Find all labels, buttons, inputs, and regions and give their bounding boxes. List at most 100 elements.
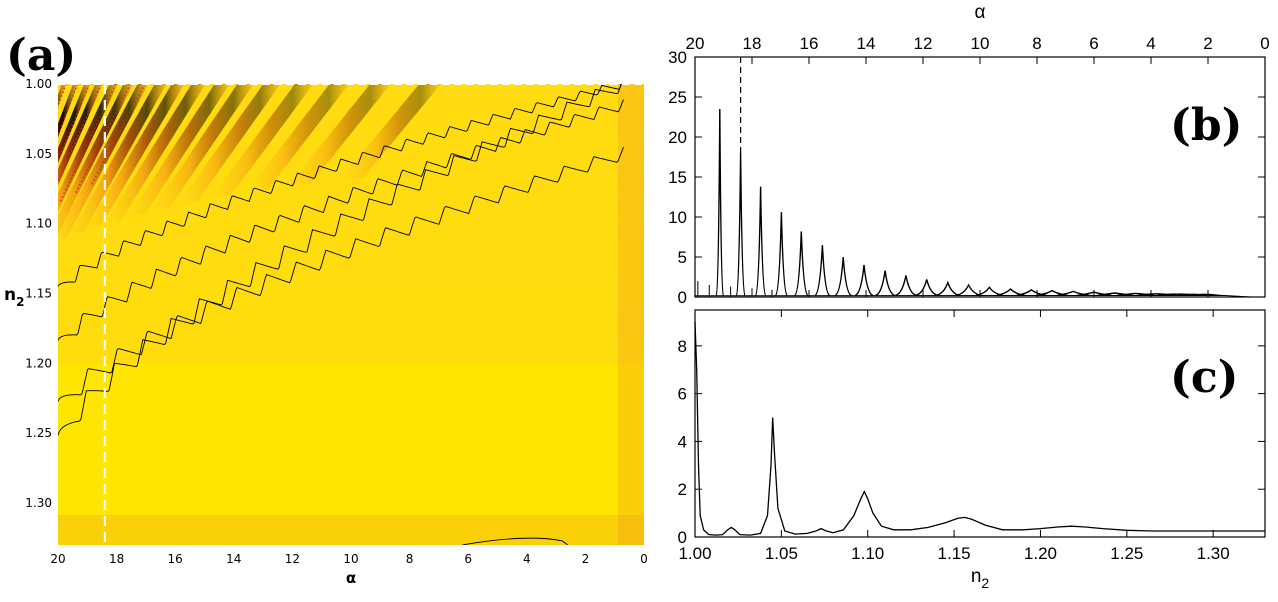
panel-c-y-tick-label: 8: [678, 337, 687, 356]
heatmap-x-tick-label: 16: [168, 552, 183, 566]
heatmap-x-tick-label: 4: [523, 552, 531, 566]
contour-line-2: [58, 147, 624, 402]
fringe-1: [58, 84, 66, 107]
panel-b-x-tick-label: 16: [800, 34, 819, 53]
panel-c-x-tick-label: 1.20: [1024, 544, 1057, 563]
fringe-red-trace-5: [59, 84, 117, 203]
heatmap-x-tick-label: 8: [406, 552, 414, 566]
heatmap-x-tick-label: 10: [343, 552, 358, 566]
panel-b-peak-6: [814, 244, 831, 297]
panel-b-x-tick-label: 14: [857, 34, 876, 53]
panel-c-x-label-sub: 2: [981, 575, 989, 591]
panel-c-x-tick-label: 1.00: [678, 544, 711, 563]
fringe-red-trace-3: [58, 84, 90, 163]
panel-b-peak-1: [715, 108, 725, 297]
panel-b-peaks: [697, 108, 1220, 297]
contour-line-4: [58, 84, 623, 287]
contour-group: [58, 84, 624, 545]
fringe-red-trace-6: [74, 84, 131, 195]
panel-b-peak-4: [774, 212, 788, 297]
fringe-16: [290, 84, 391, 184]
panel-b-x-tick-label: 4: [1146, 34, 1155, 53]
heatmap-y-ticks: 1.00 1.05 1.10 1.15 1.20 1.25 1.30: [25, 77, 52, 510]
contour-line-bottom: [462, 537, 569, 545]
contour-line-3: [58, 99, 624, 341]
fringe-9: [87, 84, 185, 226]
panel-b-peak-14: [975, 286, 1003, 297]
panel-b-peak-12: [935, 280, 960, 297]
fringe-3: [58, 84, 91, 164]
heatmap-y-tick-label: 1.05: [25, 147, 52, 161]
heatmap-y-tick-label: 1.15: [25, 287, 52, 301]
heatmap-bottom-band: [58, 515, 644, 545]
panel-b-peak-3: [754, 186, 767, 297]
panel-b-peak-10: [895, 275, 917, 297]
panel-b-letter: (b): [1170, 100, 1242, 151]
panel-c-x-tick-label: 1.30: [1197, 544, 1230, 563]
panel-b-y-tick-label: 20: [668, 128, 687, 147]
fringe-5: [58, 84, 118, 212]
contour-line-1: [58, 84, 622, 436]
fringe-group: [58, 84, 441, 238]
heatmap-y-label-sub: 2: [16, 295, 24, 309]
heatmap-x-tick-label: 0: [640, 552, 648, 566]
heatmap-y-axis-label: n2: [4, 285, 24, 309]
fringe-8: [71, 84, 167, 232]
heatmap-x-tick-label: 12: [285, 552, 300, 566]
panel-c-y-tick-label: 0: [678, 528, 687, 547]
panel-b-x-tick-label: 6: [1089, 34, 1098, 53]
heatmap-x-axis-label: α: [346, 569, 356, 587]
panel-b-x-tick-label: 2: [1203, 34, 1212, 53]
panel-b-y-tick-label: 15: [668, 168, 687, 187]
heatmap-x-tick-label: 14: [226, 552, 241, 566]
panel-a: (a) 20 18 16 14 12 10 8 6 4 2 0 1.001.051.101.151.…: [4, 30, 648, 587]
panel-b-y-tick-label: 30: [668, 48, 687, 67]
fringe-11: [130, 84, 230, 214]
panel-b-peak-5: [794, 231, 809, 297]
panel-c-frame: [694, 309, 1266, 538]
panel-c-y-tick-label: 4: [678, 432, 687, 451]
panel-b-y-tick-label: 0: [678, 288, 687, 307]
panel-b-x-tick-label: 12: [914, 34, 933, 53]
panel-b-peak-2: [735, 152, 746, 297]
heatmap-right-edge: [618, 84, 644, 545]
heatmap-y-tick-label: 1.20: [25, 356, 52, 370]
heatmap-y-tick-label: 1.25: [25, 426, 52, 440]
heatmap-area: [58, 84, 644, 545]
fringe-12: [153, 84, 254, 208]
panel-c-letter: (c): [1170, 352, 1238, 403]
panel-c-x-tick-label: 1.05: [765, 544, 798, 563]
panel-c-y-tick-label: 2: [678, 480, 687, 499]
panel-b-y-tick-label: 25: [668, 88, 687, 107]
panel-b-y-tick-label: 5: [678, 248, 687, 267]
panel-b-peak-8: [854, 264, 874, 297]
fringe-17: [341, 84, 441, 178]
panel-c-series-line: [694, 321, 1265, 536]
heatmap-x-ticks: 20 18 16 14 12 10 8 6 4 2 0: [50, 552, 647, 566]
fringe-red-trace-2: [58, 84, 79, 138]
panel-b-peak-11: [915, 279, 939, 297]
fringe-red-trace-7: [90, 84, 146, 187]
panel-b-baseline: [694, 294, 1265, 298]
panel-a-letter: (a): [6, 30, 76, 81]
panel-b-peak-7: [834, 256, 852, 297]
panel-b-x-tick-label: 8: [1032, 34, 1041, 53]
panel-c-x-tick-label: 1.25: [1110, 544, 1143, 563]
heatmap-y-label-main: n: [4, 285, 16, 305]
heatmap-x-tick-label: 18: [109, 552, 124, 566]
panel-b-x-tick-label: 10: [971, 34, 990, 53]
panel-b-y-tick-label: 10: [668, 208, 687, 227]
panel-b-peak-9: [875, 270, 895, 297]
heatmap-y-tick-label: 1.10: [25, 217, 52, 231]
panel-b-frame: [694, 56, 1266, 298]
heatmap-y-tick-label: 1.30: [25, 496, 52, 510]
fringe-14: [212, 84, 314, 196]
panel-b-x-tick-label: 20: [686, 34, 705, 53]
fringe-6: [58, 84, 134, 235]
panel-b-peak-24: [1177, 293, 1220, 297]
panel-c-x-label-main: n: [971, 566, 982, 587]
heatmap-x-tick-label: 20: [50, 552, 65, 566]
